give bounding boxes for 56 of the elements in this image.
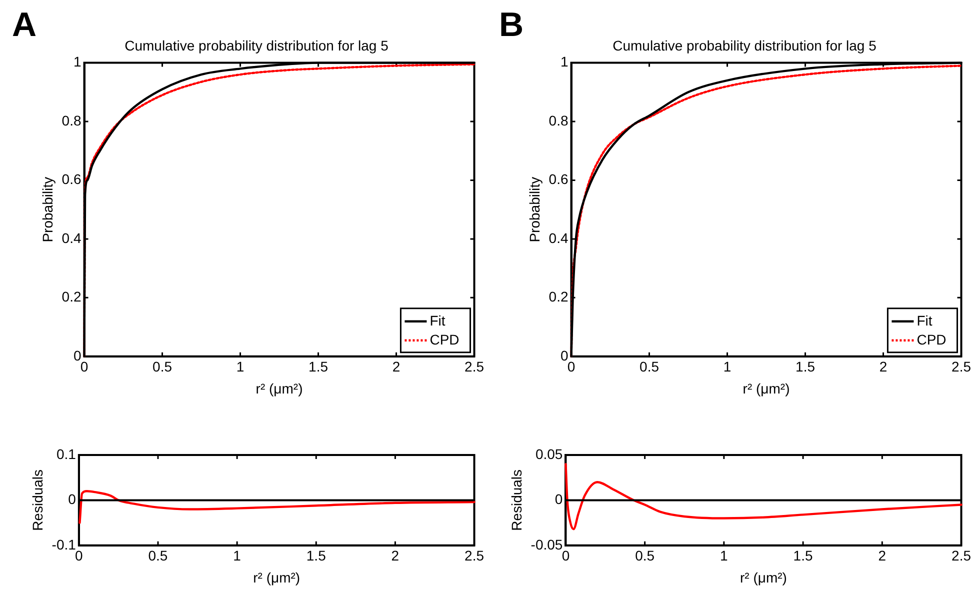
x-tick-label: 1: [720, 548, 728, 564]
y-tick-label: 1: [560, 54, 568, 70]
x-tick-label: 1: [236, 358, 244, 375]
y-tick-label: -0.1: [52, 536, 76, 552]
text: B: [499, 6, 524, 45]
x-tick-label: 1.5: [796, 358, 816, 375]
x-tick-label: 2: [391, 548, 400, 564]
x-tick-label: 2.5: [464, 358, 484, 375]
y-axis-title: Residuals: [508, 469, 524, 531]
x-tick-label: 2.5: [464, 548, 484, 564]
y-tick-label: 0.1: [56, 446, 76, 462]
y-tick-label: 0: [554, 491, 563, 508]
chart-title: Cumulative probability distribution for lag 5: [124, 37, 389, 54]
legend-label: CPD: [916, 331, 946, 348]
y-tick-label: 0.4: [62, 230, 82, 246]
x-tick-label: 1.5: [308, 358, 328, 375]
legend-label: Fit: [916, 312, 932, 328]
line-series: [564, 462, 962, 530]
y-tick-label: 0.2: [548, 288, 568, 305]
x-tick-label: 1.5: [793, 548, 813, 564]
y-tick-label: 0: [560, 347, 568, 364]
y-tick-label: 0.4: [548, 230, 568, 246]
y-tick-label: 0: [68, 491, 76, 508]
x-axis-title: r² (μm²): [253, 569, 300, 586]
x-tick-label: 0.5: [635, 548, 655, 564]
x-tick-label: 2: [878, 548, 886, 564]
x-tick-label: 1: [233, 548, 242, 564]
x-tick-label: 0.5: [640, 358, 660, 375]
y-tick-label: 0.8: [62, 112, 82, 128]
legend-label: CPD: [430, 331, 460, 348]
x-tick-label: 2.5: [952, 548, 972, 564]
x-axis-title: r² (μm²): [740, 569, 787, 586]
x-tick-label: 1.5: [306, 548, 326, 564]
line-series: [78, 490, 476, 524]
x-tick-label: 1: [723, 358, 732, 375]
y-tick-label: 0: [73, 347, 82, 364]
x-axis-title: r² (μm²): [256, 380, 303, 396]
y-axis-title: Residuals: [29, 469, 46, 531]
y-tick-label: 0.05: [535, 446, 563, 462]
x-tick-label: 2: [392, 358, 400, 375]
chart-title: Cumulative probability distribution for lag 5: [612, 37, 877, 54]
y-axis-title: Probability: [526, 176, 542, 242]
y-tick-label: 0.6: [548, 171, 568, 188]
x-tick-label: 0.5: [148, 548, 168, 564]
y-tick-label: 0.2: [62, 288, 82, 305]
x-axis-title: r² (μm²): [742, 380, 790, 396]
y-axis-title: Probability: [39, 176, 56, 242]
x-tick-label: 2.5: [952, 358, 972, 375]
y-tick-label: 0.8: [548, 112, 568, 128]
x-tick-label: 0.5: [152, 358, 172, 375]
text: A: [12, 6, 37, 45]
legend-label: Fit: [430, 312, 446, 328]
x-tick-label: 2: [879, 358, 888, 375]
y-tick-label: 0.6: [62, 171, 82, 188]
y-tick-label: 1: [73, 54, 82, 70]
y-tick-label: -0.05: [530, 536, 563, 552]
